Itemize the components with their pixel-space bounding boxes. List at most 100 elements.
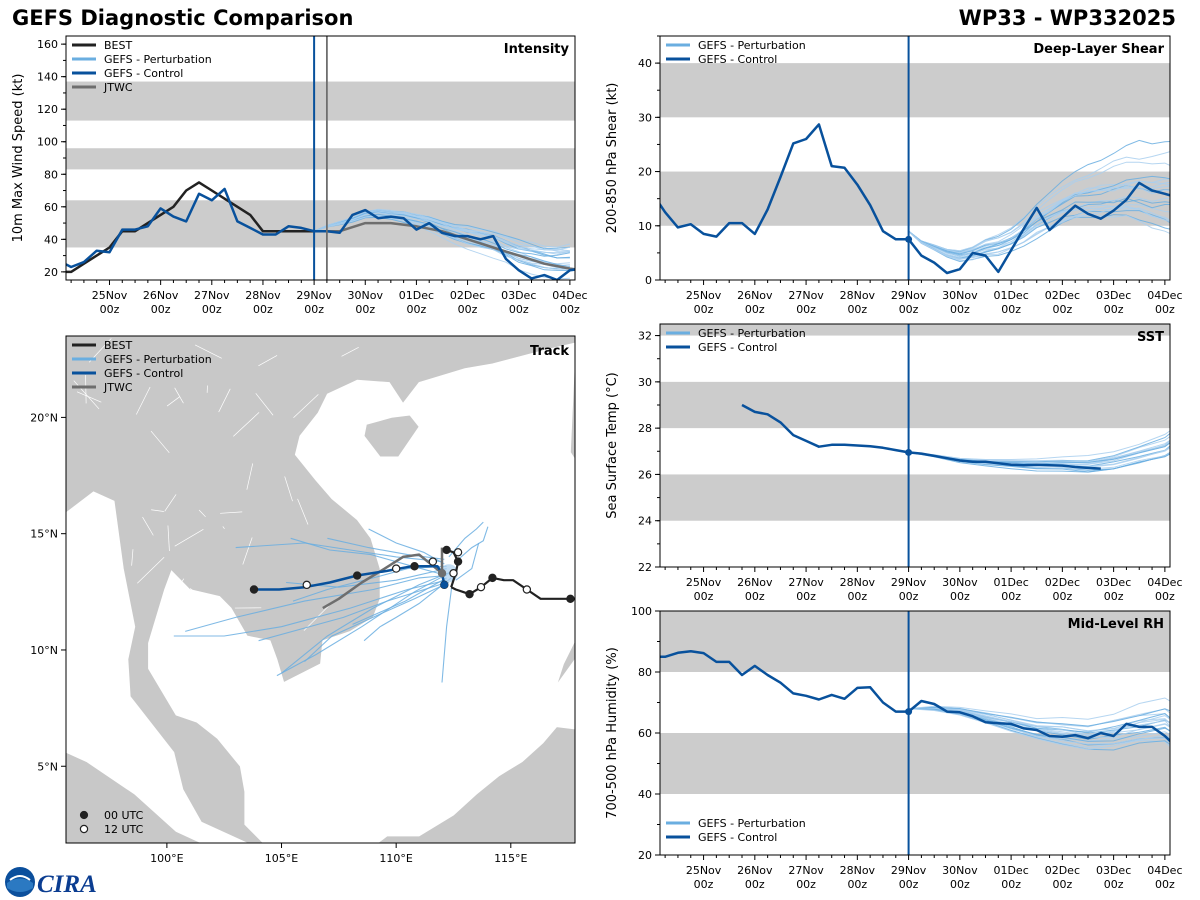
x-tick-date: 25Nov	[686, 576, 722, 589]
legend-label: GEFS - Perturbation	[698, 39, 806, 52]
legend-label: BEST	[104, 339, 132, 352]
y-tick-label: 40	[638, 788, 652, 801]
panel-rh: 2040608010025Nov00z26Nov00z27Nov00z28Nov…	[605, 605, 1183, 891]
admin-border	[222, 526, 225, 529]
x-tick-hour: 00z	[745, 590, 765, 603]
x-tick-hour: 00z	[796, 878, 816, 891]
best-marker	[453, 557, 463, 566]
x-tick-hour: 00z	[1052, 590, 1072, 603]
admin-border	[284, 476, 293, 502]
x-tick-hour: 00z	[796, 590, 816, 603]
threshold-band	[660, 324, 1170, 336]
panel-title: SST	[1137, 330, 1164, 345]
legend-label: BEST	[104, 39, 132, 52]
x-tick-hour: 00z	[151, 303, 171, 316]
perturbation-line	[908, 697, 1170, 720]
land-borneo	[377, 726, 575, 843]
y-axis-label: Sea Surface Temp (°C)	[605, 372, 620, 519]
x-tick-date: 27Nov	[788, 576, 824, 589]
marker-legend-label: 12 UTC	[104, 823, 144, 836]
admin-border	[246, 463, 254, 490]
perturbation-track	[276, 572, 450, 677]
y-tick-label: 160	[37, 38, 58, 51]
y-axis-label: 200-850 hPa Shear (kt)	[605, 83, 620, 234]
x-tick-date: 29Nov	[891, 576, 927, 589]
y-tick-label: 30	[638, 376, 652, 389]
panel-title: Track	[530, 344, 569, 359]
admin-border	[233, 412, 260, 437]
y-tick-label: 0	[645, 274, 652, 287]
admin-border	[96, 595, 102, 614]
y-tick-label: 60	[638, 727, 652, 740]
y-tick-label: 80	[44, 168, 58, 181]
admin-border	[151, 509, 164, 512]
x-tick-hour: 00z	[694, 303, 714, 316]
logo-text: CIRA	[37, 871, 97, 898]
admin-border	[131, 549, 134, 566]
perturbation-track	[185, 574, 447, 632]
admin-border	[293, 394, 319, 418]
admin-border	[166, 396, 180, 407]
x-tick-date: 03Dec	[1096, 576, 1131, 589]
y-tick-label: 140	[37, 71, 58, 84]
x-tick-date: 28Nov	[245, 289, 281, 302]
admin-border	[76, 391, 102, 403]
x-tick-hour: 00z	[458, 303, 478, 316]
y-tick-label: 30	[638, 111, 652, 124]
plot-area	[660, 324, 1170, 567]
perturbation-track	[304, 582, 450, 663]
perturbation-line	[908, 708, 1170, 750]
map-area	[66, 336, 575, 843]
y-tick-label: 10	[638, 220, 652, 233]
plot-frame	[65, 335, 576, 844]
admin-border	[164, 494, 177, 512]
threshold-band	[660, 733, 1170, 794]
lat-tick-label: 20°N	[30, 411, 58, 424]
perturbation-line	[908, 185, 1170, 257]
lat-tick-label: 5°N	[37, 760, 58, 773]
admin-border	[258, 355, 278, 367]
lon-tick-label: 110°E	[379, 852, 412, 865]
perturbation-line	[908, 707, 1170, 732]
control-marker	[249, 585, 259, 594]
x-tick-hour: 00z	[355, 303, 375, 316]
x-tick-hour: 00z	[950, 878, 970, 891]
perturbation-line	[908, 161, 1170, 252]
admin-border	[242, 537, 253, 565]
y-tick-label: 20	[638, 166, 652, 179]
legend-label: JTWC	[103, 381, 133, 394]
admin-border	[189, 588, 206, 602]
x-tick-date: 26Nov	[737, 289, 773, 302]
y-tick-label: 100	[37, 136, 58, 149]
y-tick-label: 120	[37, 103, 58, 116]
x-tick-hour: 00z	[1155, 878, 1175, 891]
admin-border	[175, 629, 187, 653]
y-tick-label: 40	[44, 233, 58, 246]
perturbation-track	[327, 537, 445, 560]
admin-border	[303, 605, 330, 631]
x-tick-hour: 00z	[950, 303, 970, 316]
x-tick-date: 27Nov	[788, 864, 824, 877]
x-tick-date: 01Dec	[993, 576, 1028, 589]
jtwc-marker	[437, 569, 447, 578]
x-tick-hour: 00z	[899, 878, 919, 891]
land-sumatra	[66, 751, 202, 843]
x-tick-hour: 00z	[745, 303, 765, 316]
admin-border	[341, 347, 359, 357]
perturbation-track	[258, 581, 447, 642]
x-tick-hour: 00z	[202, 303, 222, 316]
x-tick-hour: 00z	[1052, 878, 1072, 891]
plot-area	[660, 36, 1170, 280]
x-tick-hour: 00z	[1104, 590, 1124, 603]
x-tick-date: 01Dec	[399, 289, 434, 302]
perturbation-line	[908, 706, 1170, 727]
admin-border	[73, 380, 100, 410]
y-tick-label: 20	[44, 266, 58, 279]
perturbation-track	[292, 565, 447, 602]
admin-border	[198, 509, 206, 518]
x-tick-date: 27Nov	[194, 289, 230, 302]
x-tick-date: 26Nov	[737, 864, 773, 877]
panel-shear: 01020304025Nov00z26Nov00z27Nov00z28Nov00…	[605, 35, 1183, 316]
y-tick-label: 100	[631, 605, 652, 618]
